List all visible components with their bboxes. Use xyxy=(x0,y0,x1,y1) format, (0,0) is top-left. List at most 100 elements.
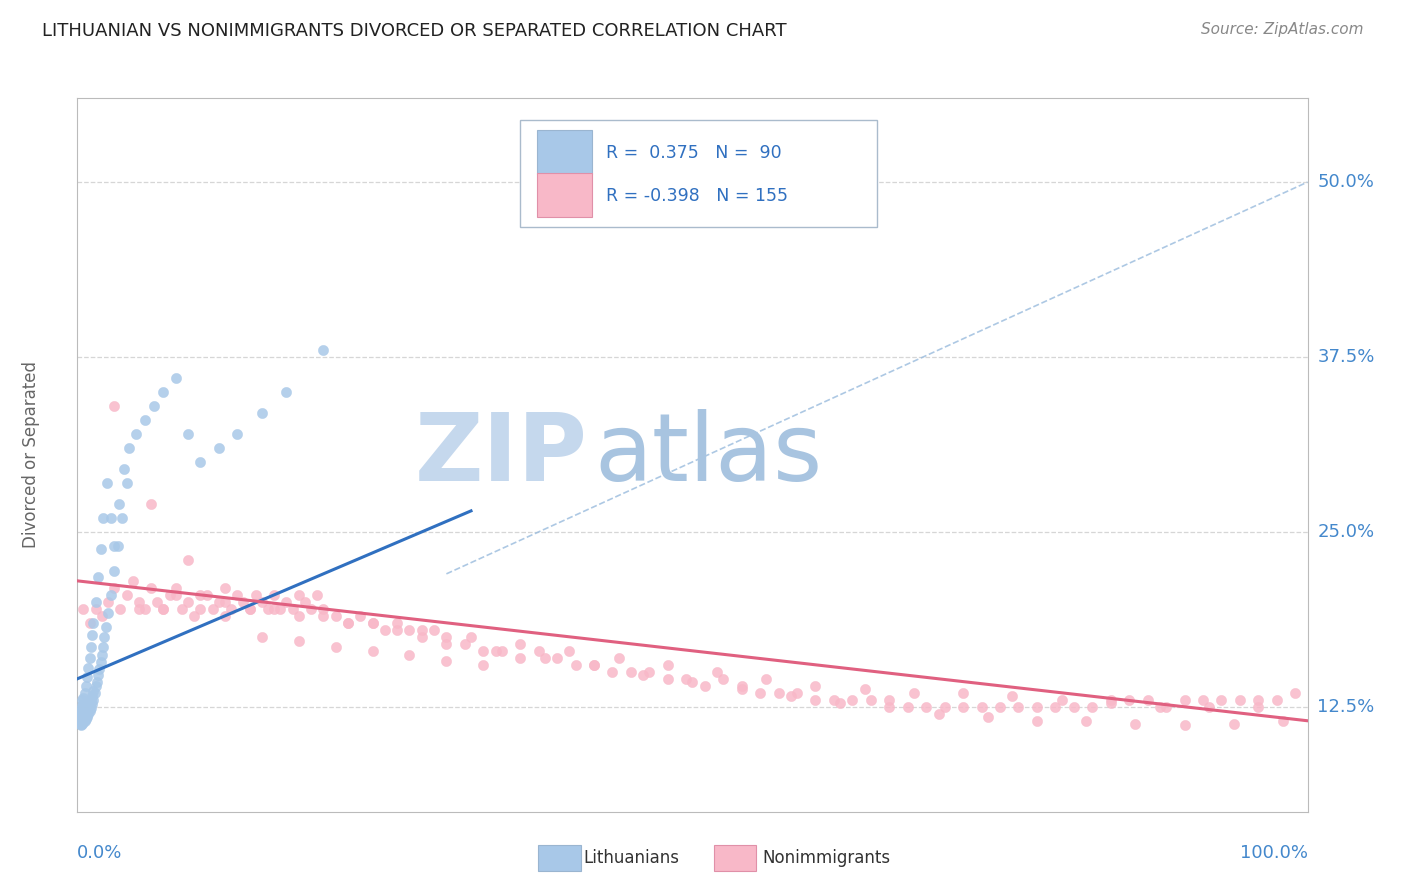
Point xyxy=(682,674,704,689)
Point xyxy=(534,650,557,665)
Point xyxy=(76,709,98,723)
Point xyxy=(75,702,97,716)
Point xyxy=(398,648,420,662)
Point xyxy=(509,637,531,651)
Point xyxy=(79,696,101,710)
Point xyxy=(952,699,974,714)
Text: 0.0%: 0.0% xyxy=(77,844,122,862)
Point xyxy=(72,711,94,725)
Point xyxy=(1198,699,1220,714)
Point xyxy=(1076,714,1098,728)
Point xyxy=(281,602,304,616)
Point xyxy=(436,654,458,668)
Point xyxy=(638,665,661,679)
Point xyxy=(195,588,218,602)
Point xyxy=(804,679,827,693)
Point xyxy=(411,623,433,637)
Point xyxy=(188,588,212,602)
Point xyxy=(602,665,624,679)
Point xyxy=(183,608,205,623)
Point xyxy=(146,595,169,609)
Point xyxy=(226,426,249,441)
Point xyxy=(80,640,103,654)
Point xyxy=(257,602,280,616)
Text: R =  0.375   N =  90: R = 0.375 N = 90 xyxy=(606,145,782,162)
Point xyxy=(70,708,93,723)
Point xyxy=(82,689,104,703)
Text: LITHUANIAN VS NONIMMIGRANTS DIVORCED OR SEPARATED CORRELATION CHART: LITHUANIAN VS NONIMMIGRANTS DIVORCED OR … xyxy=(42,22,787,40)
Point xyxy=(67,709,90,723)
Point xyxy=(214,608,236,623)
Point xyxy=(111,511,132,525)
Point xyxy=(1247,699,1270,714)
Point xyxy=(1026,699,1049,714)
Point xyxy=(82,684,104,698)
Point xyxy=(110,602,132,616)
Point xyxy=(208,441,231,455)
FancyBboxPatch shape xyxy=(537,173,592,217)
Point xyxy=(970,699,993,714)
Point xyxy=(94,620,117,634)
Point xyxy=(170,602,193,616)
Point xyxy=(219,602,242,616)
Text: 12.5%: 12.5% xyxy=(1317,698,1375,715)
Point xyxy=(1174,718,1197,732)
Point xyxy=(491,644,513,658)
Point xyxy=(558,644,581,658)
Point xyxy=(87,667,110,681)
Point xyxy=(159,588,181,602)
Point xyxy=(72,602,94,616)
Point xyxy=(72,715,94,730)
Point xyxy=(70,712,93,726)
Point xyxy=(509,650,531,665)
Point xyxy=(436,637,458,651)
Point xyxy=(90,541,112,556)
Point xyxy=(711,672,734,686)
Point xyxy=(325,640,347,654)
Point xyxy=(107,539,129,553)
Point xyxy=(75,712,97,726)
Point xyxy=(82,693,104,707)
Point xyxy=(201,602,224,616)
Point xyxy=(97,606,120,620)
Point xyxy=(115,588,138,602)
Point xyxy=(232,595,254,609)
Point xyxy=(349,608,371,623)
Point xyxy=(91,511,114,525)
Point xyxy=(84,595,107,609)
Point xyxy=(1174,693,1197,707)
Point xyxy=(70,716,93,731)
Point xyxy=(73,704,96,718)
Point xyxy=(804,693,827,707)
Point xyxy=(188,455,212,469)
Point xyxy=(1045,699,1067,714)
Point xyxy=(361,615,384,630)
Point xyxy=(72,691,94,706)
Point xyxy=(239,602,262,616)
Point xyxy=(269,602,291,616)
Point xyxy=(620,665,643,679)
FancyBboxPatch shape xyxy=(520,120,877,227)
Point xyxy=(1125,716,1147,731)
Point xyxy=(89,662,111,676)
Point xyxy=(165,588,187,602)
Point xyxy=(385,623,409,637)
Point xyxy=(141,497,163,511)
Point xyxy=(294,595,316,609)
Point xyxy=(928,706,950,721)
Text: 50.0%: 50.0% xyxy=(1317,173,1374,191)
Point xyxy=(77,699,100,714)
Point xyxy=(423,623,446,637)
Point xyxy=(208,595,231,609)
Point xyxy=(72,706,94,721)
Point xyxy=(121,574,143,588)
Point xyxy=(1099,696,1122,710)
Point xyxy=(70,693,93,707)
Text: 25.0%: 25.0% xyxy=(1317,523,1375,541)
Point xyxy=(125,426,148,441)
Point xyxy=(87,569,110,583)
Point xyxy=(325,608,347,623)
Point xyxy=(841,693,863,707)
Point xyxy=(80,701,103,715)
Point xyxy=(73,709,96,723)
